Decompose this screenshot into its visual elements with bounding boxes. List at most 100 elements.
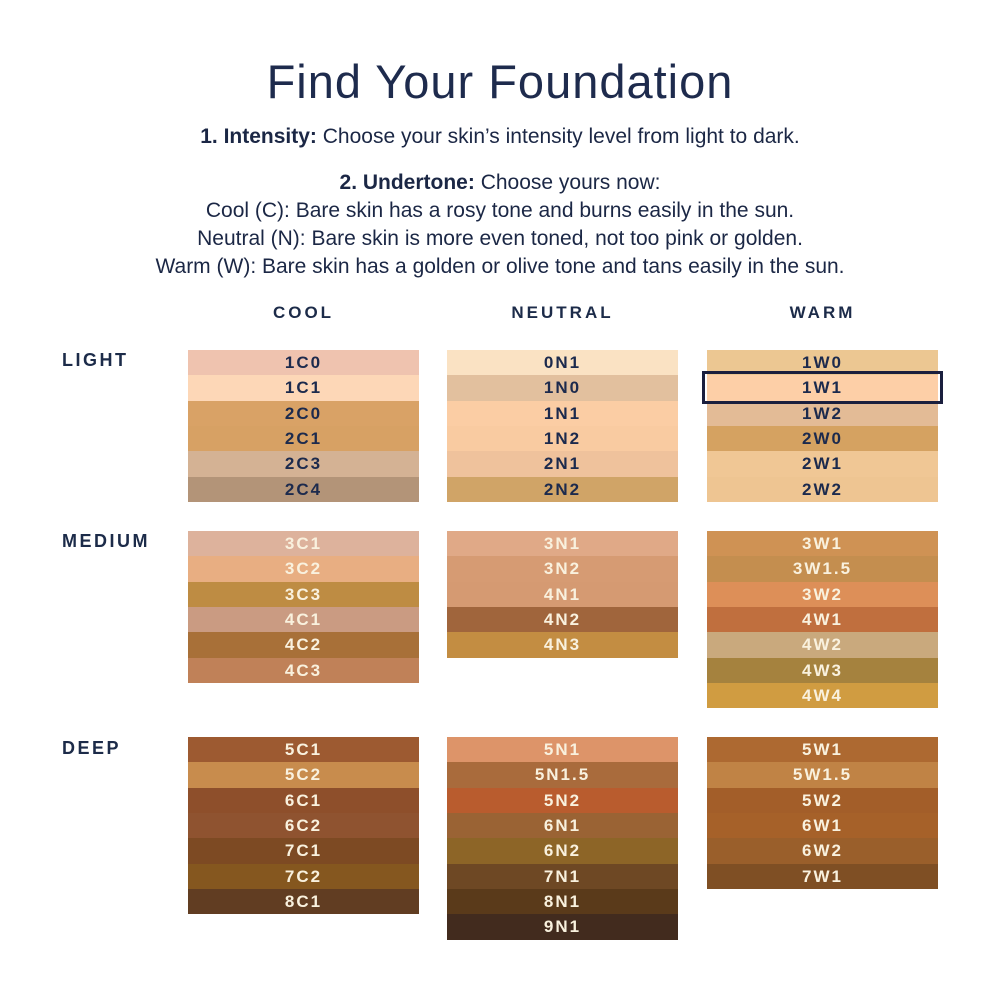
shade-label: 1W2 [802, 403, 843, 423]
shade-swatch[interactable]: 4C3 [188, 657, 419, 683]
shade-label: 1N0 [543, 378, 582, 398]
shade-swatch[interactable]: 5W1.5 [707, 762, 938, 788]
shade-swatch[interactable]: 2C4 [188, 476, 419, 502]
shade-swatch[interactable]: 1C0 [188, 350, 419, 376]
shade-label: 4W4 [802, 686, 843, 706]
shade-label: 4N1 [543, 584, 582, 604]
shade-swatch[interactable]: 4W4 [707, 682, 938, 709]
shade-swatch[interactable]: 2C3 [188, 451, 419, 477]
shade-swatch[interactable]: 2C1 [188, 425, 419, 452]
shade-label: 2C0 [284, 403, 323, 423]
shade-label: 1W1 [802, 378, 843, 398]
shade-label: 4C2 [284, 635, 323, 655]
shade-label: 1C1 [284, 378, 323, 398]
shade-label: 5C2 [284, 765, 323, 785]
shade-swatch[interactable]: 6C2 [188, 812, 419, 839]
shade-swatch[interactable]: 5W1 [707, 737, 938, 763]
column-header-cool: COOL [272, 303, 335, 322]
shade-label: 3C1 [284, 534, 323, 554]
shade-swatch[interactable]: 1W2 [707, 400, 938, 426]
shade-swatch[interactable]: 4N2 [447, 606, 678, 633]
shade-label: 1C0 [284, 353, 323, 373]
shade-swatch[interactable]: 7W1 [707, 863, 938, 889]
shade-swatch[interactable]: 1C1 [188, 375, 419, 401]
shade-block-medium-warm: 3W1 3W1.5 3W2 4W1 4W2 4W3 4W4 [707, 531, 938, 709]
shade-label: 2W0 [802, 429, 843, 449]
shade-swatch[interactable]: 5C1 [188, 737, 419, 763]
shade-label: 3N1 [543, 534, 582, 554]
shade-swatch[interactable]: 6N1 [447, 812, 678, 839]
shade-label: 4N3 [543, 635, 582, 655]
shade-swatch[interactable]: 2N1 [447, 451, 678, 477]
shade-label: 5W2 [802, 790, 843, 810]
shade-swatch[interactable]: 4W1 [707, 606, 938, 633]
shade-swatch[interactable]: 4W3 [707, 657, 938, 683]
shade-swatch[interactable]: 0N1 [447, 350, 678, 376]
shade-swatch[interactable]: 3N2 [447, 556, 678, 582]
shade-label: 7C2 [284, 866, 323, 886]
shade-swatch[interactable]: 3W1.5 [707, 556, 938, 582]
shade-swatch[interactable]: 5N1 [447, 737, 678, 763]
shade-swatch[interactable]: 6W1 [707, 812, 938, 839]
shade-label: 1N1 [543, 403, 582, 423]
step1-instruction: 1. Intensity: Choose your skin’s intensi… [0, 125, 1000, 148]
shade-swatch[interactable]: 7N1 [447, 863, 678, 889]
shade-label: 3C3 [284, 584, 323, 604]
shade-swatch[interactable]: 4W2 [707, 632, 938, 658]
shade-swatch[interactable]: 5W2 [707, 787, 938, 813]
shade-swatch[interactable]: 7C2 [188, 863, 419, 889]
shade-swatch[interactable]: 1W0 [707, 350, 938, 376]
shade-label: 4C3 [284, 660, 323, 680]
shade-label: 6N2 [543, 841, 582, 861]
shade-swatch[interactable]: 3W1 [707, 531, 938, 557]
shade-label: 3C2 [284, 559, 323, 579]
shade-swatch[interactable]: 5N1.5 [447, 762, 678, 788]
shade-swatch[interactable]: 6N2 [447, 838, 678, 864]
shade-swatch[interactable]: 3W2 [707, 581, 938, 607]
shade-label: 0N1 [543, 353, 582, 373]
shade-label: 6W2 [802, 841, 843, 861]
shade-swatch[interactable]: 3N1 [447, 531, 678, 557]
shade-block-medium-cool: 3C1 3C2 3C3 4C1 4C2 4C3 [188, 531, 419, 683]
shade-swatch[interactable]: 5N2 [447, 787, 678, 813]
shade-swatch[interactable]: 4C1 [188, 606, 419, 633]
row-label-light: LIGHT [62, 350, 129, 370]
shade-swatch[interactable]: 1W1 [702, 371, 943, 404]
shade-label: 5W1.5 [792, 765, 853, 785]
step1-text: Choose your skin’s intensity level from … [322, 125, 800, 148]
shade-swatch[interactable]: 7C1 [188, 838, 419, 864]
step2-text: Choose yours now: [480, 171, 661, 194]
shade-swatch[interactable]: 8C1 [188, 888, 419, 915]
shade-swatch[interactable]: 2W1 [707, 451, 938, 477]
shade-swatch[interactable]: 1N1 [447, 400, 678, 426]
shade-block-light-warm: 1W0 1W1 1W2 2W0 2W1 2W2 [702, 350, 943, 502]
shade-swatch[interactable]: 2C0 [188, 400, 419, 426]
shade-label: 2W1 [802, 454, 843, 474]
shade-swatch[interactable]: 4N1 [447, 581, 678, 607]
shade-label: 6C2 [284, 816, 323, 836]
shade-label: 7C1 [284, 841, 323, 861]
shade-label: 3W1 [802, 534, 843, 554]
row-label-medium: MEDIUM [62, 531, 150, 551]
shade-label: 5N1 [543, 740, 582, 760]
shade-swatch[interactable]: 4C2 [188, 632, 419, 658]
shade-label: 5N2 [543, 790, 582, 810]
shade-swatch[interactable]: 8N1 [447, 888, 678, 915]
shade-label: 5W1 [802, 740, 843, 760]
shade-swatch[interactable]: 9N1 [447, 914, 678, 940]
shade-swatch[interactable]: 1N0 [447, 375, 678, 401]
shade-swatch[interactable]: 2N2 [447, 476, 678, 502]
shade-swatch[interactable]: 6C1 [188, 787, 419, 813]
shade-swatch[interactable]: 3C1 [188, 531, 419, 557]
shade-swatch[interactable]: 2W0 [707, 425, 938, 452]
shade-swatch[interactable]: 5C2 [188, 762, 419, 788]
shade-label: 9N1 [543, 917, 582, 937]
shade-swatch[interactable]: 6W2 [707, 838, 938, 864]
shade-block-deep-cool: 5C1 5C2 6C1 6C2 7C1 7C2 8C1 [188, 737, 419, 915]
shade-swatch[interactable]: 3C2 [188, 556, 419, 582]
shade-swatch[interactable]: 1N2 [447, 425, 678, 452]
shade-swatch[interactable]: 3C3 [188, 581, 419, 607]
shade-swatch[interactable]: 4N3 [447, 632, 678, 658]
shade-swatch[interactable]: 2W2 [707, 476, 938, 502]
